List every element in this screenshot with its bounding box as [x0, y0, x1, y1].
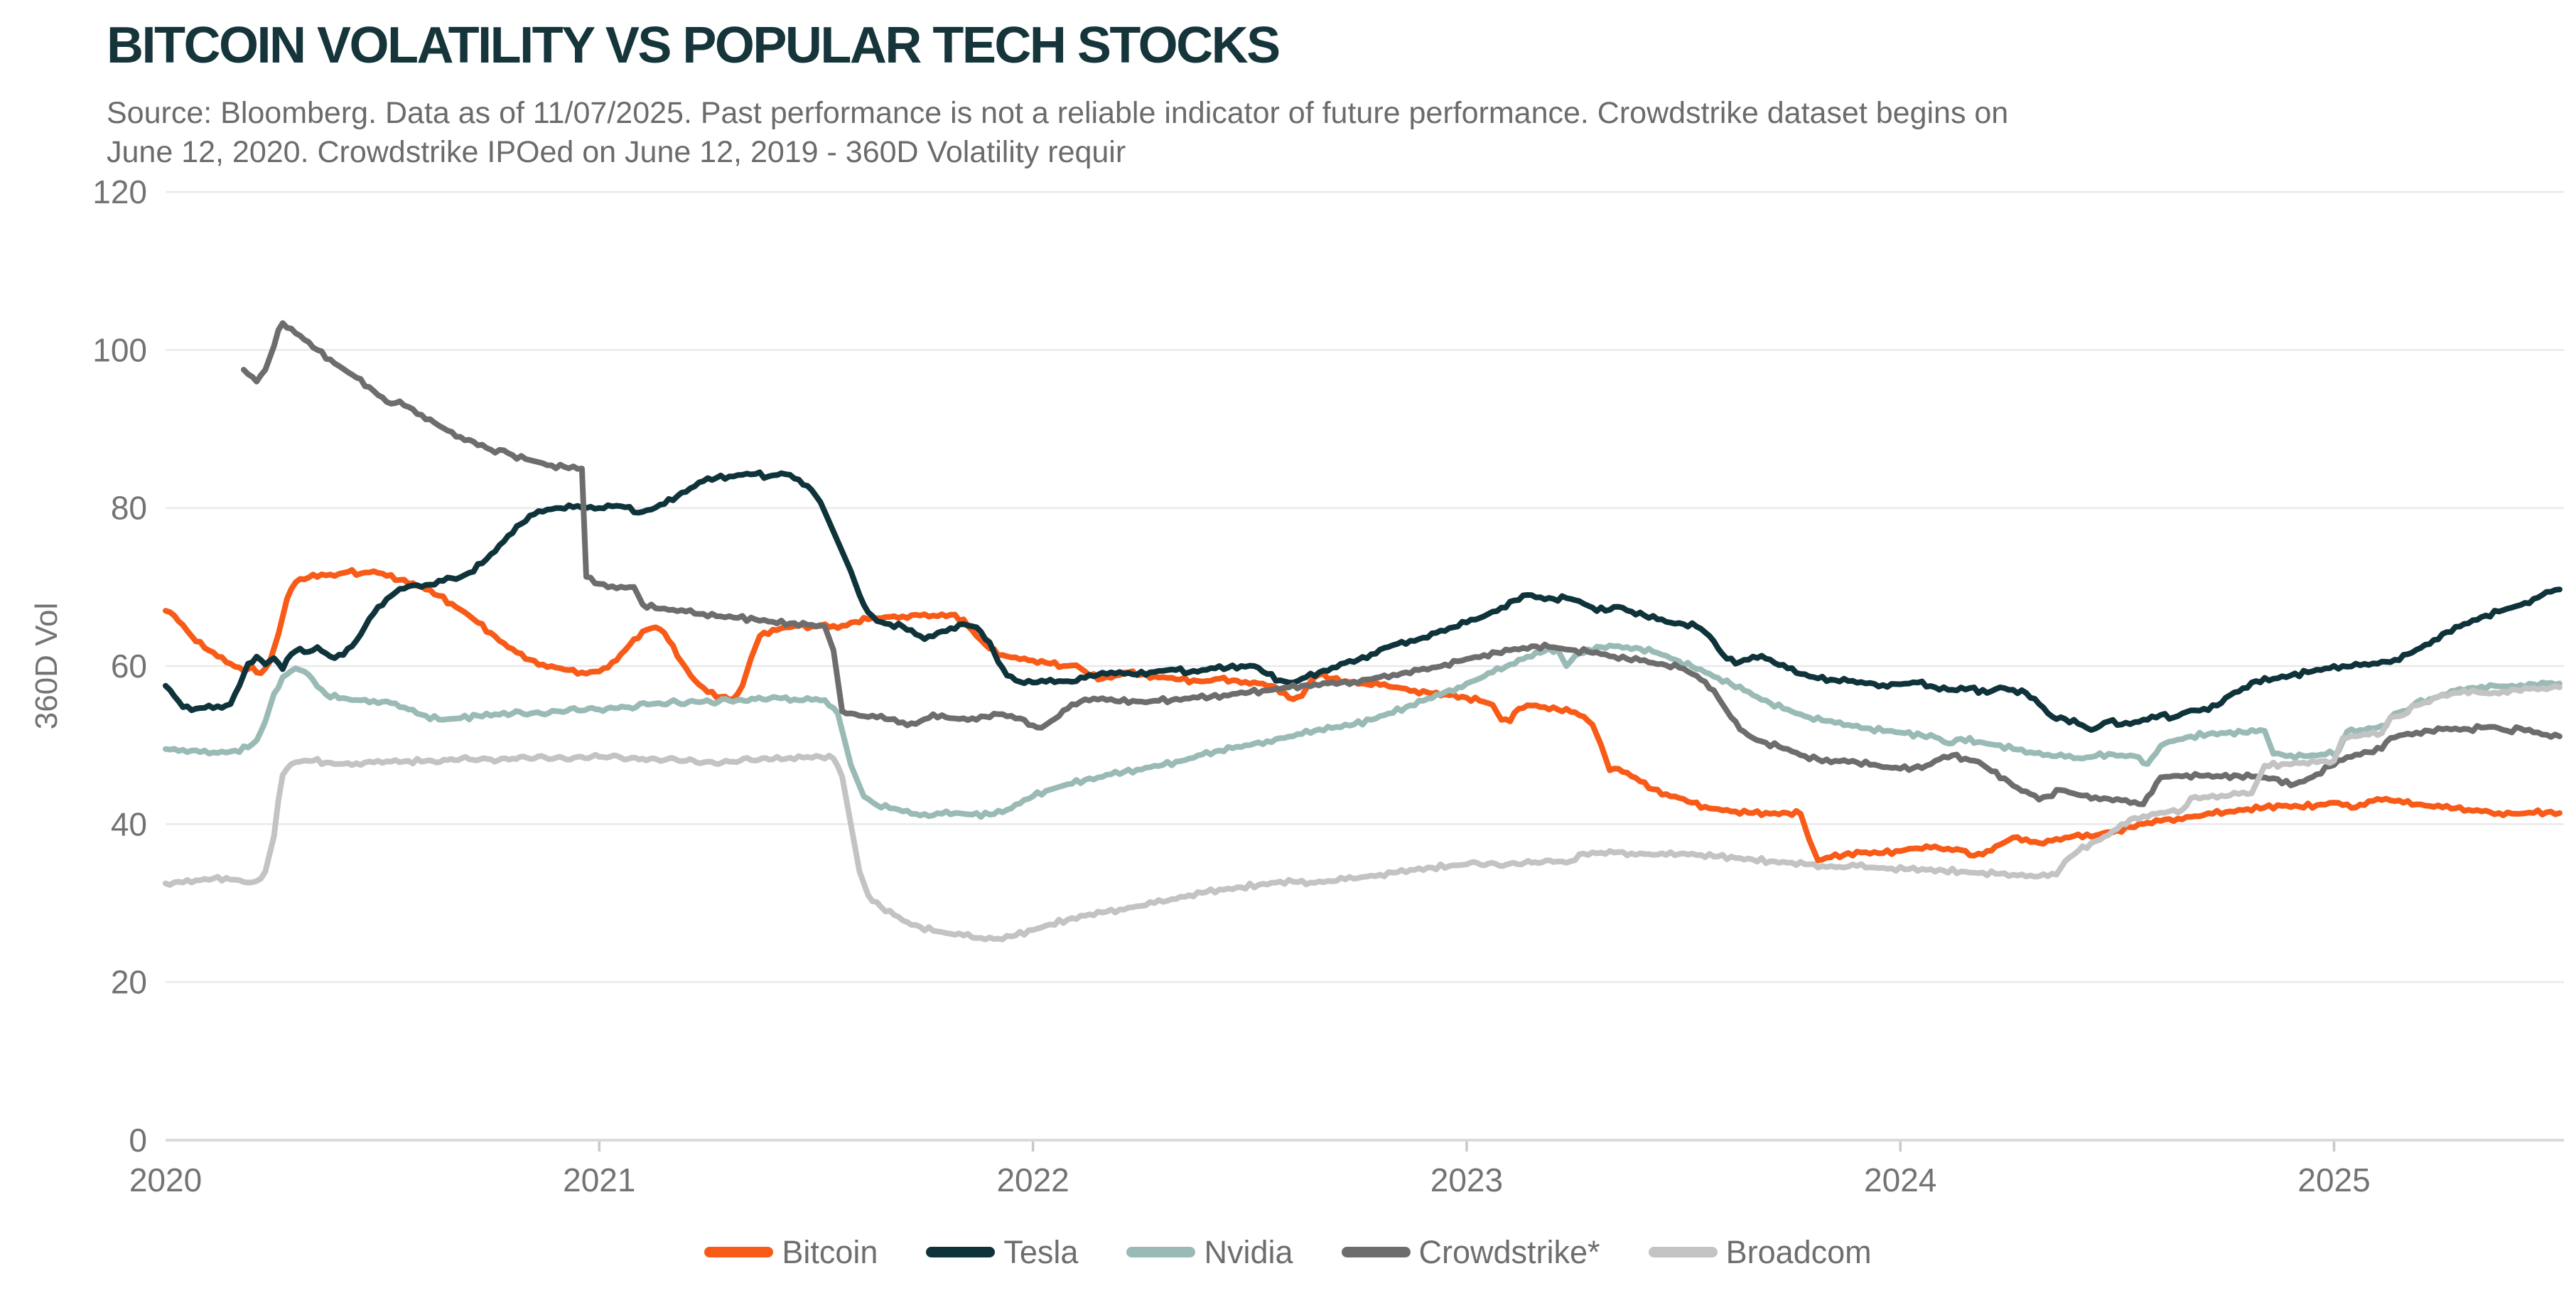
legend-label-broadcom: Broadcom	[1725, 1233, 1872, 1270]
x-tick-label: 2022	[996, 1161, 1069, 1198]
y-tick-label: 60	[111, 648, 147, 685]
x-tick-label: 2020	[129, 1161, 202, 1198]
series-line-broadcom	[163, 683, 2562, 943]
series-line-bitcoin	[163, 567, 2562, 864]
legend-item-bitcoin[interactable]: Bitcoin	[704, 1236, 878, 1268]
y-tick-label: 0	[129, 1122, 147, 1159]
legend-label-crowdstrike: Crowdstrike*	[1418, 1233, 1600, 1270]
chart-subtitle: Source: Bloomberg. Data as of 11/07/2025…	[107, 94, 2008, 172]
x-tick-label: 2025	[2297, 1161, 2370, 1198]
legend-item-crowdstrike[interactable]: Crowdstrike*	[1341, 1233, 1600, 1270]
legend-label-nvidia: Nvidia	[1204, 1233, 1293, 1270]
y-tick-label: 20	[111, 964, 147, 1001]
crowdstrike-swatch-icon	[1341, 1246, 1411, 1257]
y-tick-label: 80	[111, 490, 147, 527]
legend-label-tesla: Tesla	[1003, 1233, 1079, 1270]
chart-subtitle-line-1: Source: Bloomberg. Data as of 11/07/2025…	[107, 96, 2009, 130]
y-axis-title: 360D Vol	[29, 603, 64, 730]
y-tick-label: 100	[92, 331, 147, 368]
chart-subtitle-line-2: June 12, 2020. Crowdstrike IPOed on June…	[107, 135, 1126, 169]
series-line-tesla	[163, 469, 2562, 733]
nvidia-swatch-icon	[1126, 1246, 1196, 1257]
x-tick-label: 2024	[1864, 1161, 1936, 1198]
legend-label-bitcoin: Bitcoin	[782, 1233, 878, 1270]
series-line-nvidia	[163, 643, 2562, 820]
series-line-crowdstrike	[240, 320, 2562, 808]
broadcom-swatch-icon	[1648, 1246, 1718, 1257]
x-tick-label: 2023	[1430, 1161, 1503, 1198]
legend: Bitcoin Tesla Nvidia Crowdstrike* Broadcom	[0, 1232, 2576, 1272]
legend-item-nvidia[interactable]: Nvidia	[1126, 1236, 1293, 1268]
y-tick-label: 120	[92, 173, 147, 210]
bitcoin-swatch-icon	[704, 1246, 774, 1257]
y-tick-label: 40	[111, 805, 147, 842]
tesla-swatch-icon	[926, 1246, 996, 1257]
legend-item-broadcom[interactable]: Broadcom	[1648, 1233, 1872, 1270]
chart-title: BITCOIN VOLATILITY VS POPULAR TECH STOCK…	[107, 17, 1281, 74]
legend-item-tesla[interactable]: Tesla	[926, 1236, 1078, 1268]
x-tick-label: 2021	[563, 1161, 635, 1198]
